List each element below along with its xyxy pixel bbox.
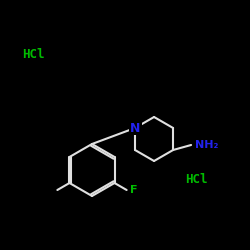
Text: F: F — [130, 185, 138, 195]
Text: HCl: HCl — [185, 173, 208, 186]
Text: HCl: HCl — [22, 48, 44, 61]
Text: N: N — [131, 122, 141, 134]
Text: NH₂: NH₂ — [196, 140, 219, 150]
Text: N: N — [130, 122, 140, 134]
